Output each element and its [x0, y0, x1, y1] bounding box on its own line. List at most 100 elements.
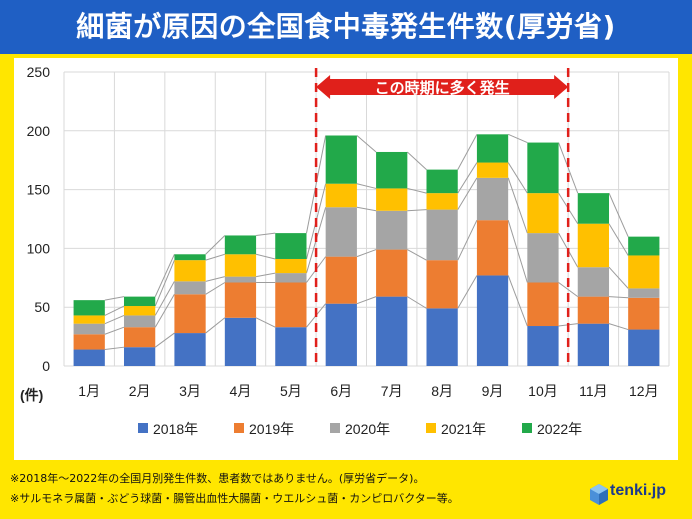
- bar-segment: [123, 327, 156, 348]
- bar-segment: [628, 329, 660, 366]
- x-tick-label: 8月: [431, 383, 453, 399]
- legend-swatch: [234, 423, 244, 433]
- y-tick-label: 50: [34, 299, 50, 315]
- series-connector-line: [507, 177, 528, 234]
- footnote-1: ※2018年～2022年の全国月別発生件数、患者数ではありません。(厚労省データ…: [10, 472, 425, 485]
- bar-segment: [123, 315, 156, 328]
- bar-segment: [123, 347, 156, 366]
- x-tick-label: 3月: [179, 383, 201, 399]
- bar-segment: [224, 282, 257, 318]
- bar-segment: [275, 327, 307, 366]
- bar-segment: [174, 294, 206, 334]
- y-tick-label: 100: [27, 240, 51, 256]
- x-tick-label: 12月: [629, 383, 659, 399]
- bar-segment: [426, 308, 458, 366]
- bar-segment: [527, 282, 559, 327]
- series-connector-line: [356, 183, 377, 189]
- callout-label: この時期に多く発生: [375, 79, 510, 97]
- chart-panel: 0 50 100 150 200 250 1月 2月 3月 4月 5月 6月 7月 8月 9月 10月 11月 1…: [14, 58, 678, 460]
- bar-segment: [527, 326, 559, 366]
- chart-title: 細菌が原因の全国食中毒発生件数(厚労省): [76, 10, 616, 43]
- bar-segment: [426, 169, 458, 194]
- x-tick-label: 2月: [129, 383, 151, 399]
- legend-label: 2021年: [441, 421, 486, 437]
- legend-swatch: [426, 423, 436, 433]
- bar-segment: [527, 193, 559, 234]
- bar-segment: [527, 142, 559, 194]
- series-connector-line: [507, 220, 528, 283]
- series-connector-line: [457, 162, 478, 194]
- series-connector-line: [104, 305, 125, 316]
- highlight-layer: この時期に多く発生: [314, 68, 570, 366]
- series-connector-line: [205, 235, 226, 255]
- bar-segment: [476, 134, 509, 163]
- series-connector-line: [406, 151, 427, 170]
- bar-segment: [577, 223, 610, 268]
- series-connector-line: [608, 323, 629, 331]
- x-tick-label: 5月: [280, 383, 302, 399]
- stacked-bar-chart: 0 50 100 150 200 250 1月 2月 3月 4月 5月 6月 7月 8月 9月 10月 11月 1…: [20, 64, 670, 437]
- series-connector-line: [608, 192, 629, 237]
- bar-segment: [376, 210, 408, 250]
- bar-segment: [275, 282, 307, 328]
- bar-segment: [73, 334, 105, 350]
- series-connector-line: [154, 281, 175, 316]
- series-connector-line: [205, 276, 225, 282]
- bar-segment: [376, 188, 408, 211]
- series-connector-line: [457, 219, 478, 261]
- series-connector-line: [608, 296, 629, 299]
- bar-segment: [577, 323, 610, 366]
- bar-segment: [426, 209, 458, 261]
- bar-segment: [224, 235, 257, 255]
- bar-segment: [628, 288, 660, 298]
- bar-segment: [224, 276, 257, 283]
- series-connector-line: [154, 332, 175, 348]
- bar-segment: [376, 296, 408, 366]
- bar-segment: [73, 300, 105, 316]
- bar-segment: [174, 333, 206, 366]
- arrow-left-icon: [316, 75, 331, 99]
- footer: ※2018年～2022年の全国月別発生件数、患者数ではありません。(厚労省データ…: [0, 462, 692, 519]
- x-tick-label: 10月: [528, 383, 558, 399]
- legend: 2018年 2019年 2020年 2021年 2022年: [138, 421, 582, 437]
- series-connector-line: [306, 135, 327, 234]
- bar-segment: [73, 315, 105, 324]
- y-tick-label: 200: [27, 123, 51, 139]
- bar-segment: [476, 220, 509, 276]
- bar-segment: [628, 297, 660, 330]
- series-connector-line: [256, 232, 276, 236]
- series-connector-line: [154, 254, 175, 297]
- bar-segment: [224, 254, 257, 277]
- legend-label: 2019年: [249, 421, 294, 437]
- bar-segment: [325, 303, 357, 366]
- bars-layer: [73, 134, 660, 366]
- series-connector-line: [608, 266, 629, 289]
- bar-segment: [224, 317, 257, 366]
- bar-segment: [376, 151, 408, 189]
- series-connector-line: [154, 294, 175, 328]
- bar-segment: [174, 260, 206, 282]
- series-connector-line: [457, 177, 478, 210]
- bar-segment: [426, 193, 458, 210]
- series-connector-line: [356, 135, 377, 153]
- legend-swatch: [522, 423, 532, 433]
- series-connector-line: [457, 275, 478, 309]
- x-tick-label: 11月: [579, 383, 608, 399]
- x-tick-label: 1月: [78, 383, 100, 399]
- tenki-logo-icon: [590, 484, 608, 505]
- footnote-2: ※サルモネラ属菌・ぶどう球菌・腸管出血性大腸菌・ウエルシュ菌・カンピロバクター等…: [10, 492, 459, 505]
- bar-segment: [628, 255, 660, 289]
- series-connector-line: [104, 326, 125, 335]
- bar-segment: [275, 233, 307, 259]
- bar-segment: [476, 162, 509, 178]
- bar-segment: [577, 267, 610, 297]
- legend-swatch: [138, 423, 148, 433]
- y-axis-unit-label: (件): [20, 387, 43, 403]
- bar-segment: [174, 254, 206, 261]
- bar-segment: [123, 296, 156, 307]
- callout-arrow-body: [329, 79, 556, 95]
- series-connector-line: [558, 282, 579, 298]
- bar-segment: [527, 233, 559, 283]
- bar-segment: [376, 249, 408, 297]
- series-connector-line: [558, 142, 579, 194]
